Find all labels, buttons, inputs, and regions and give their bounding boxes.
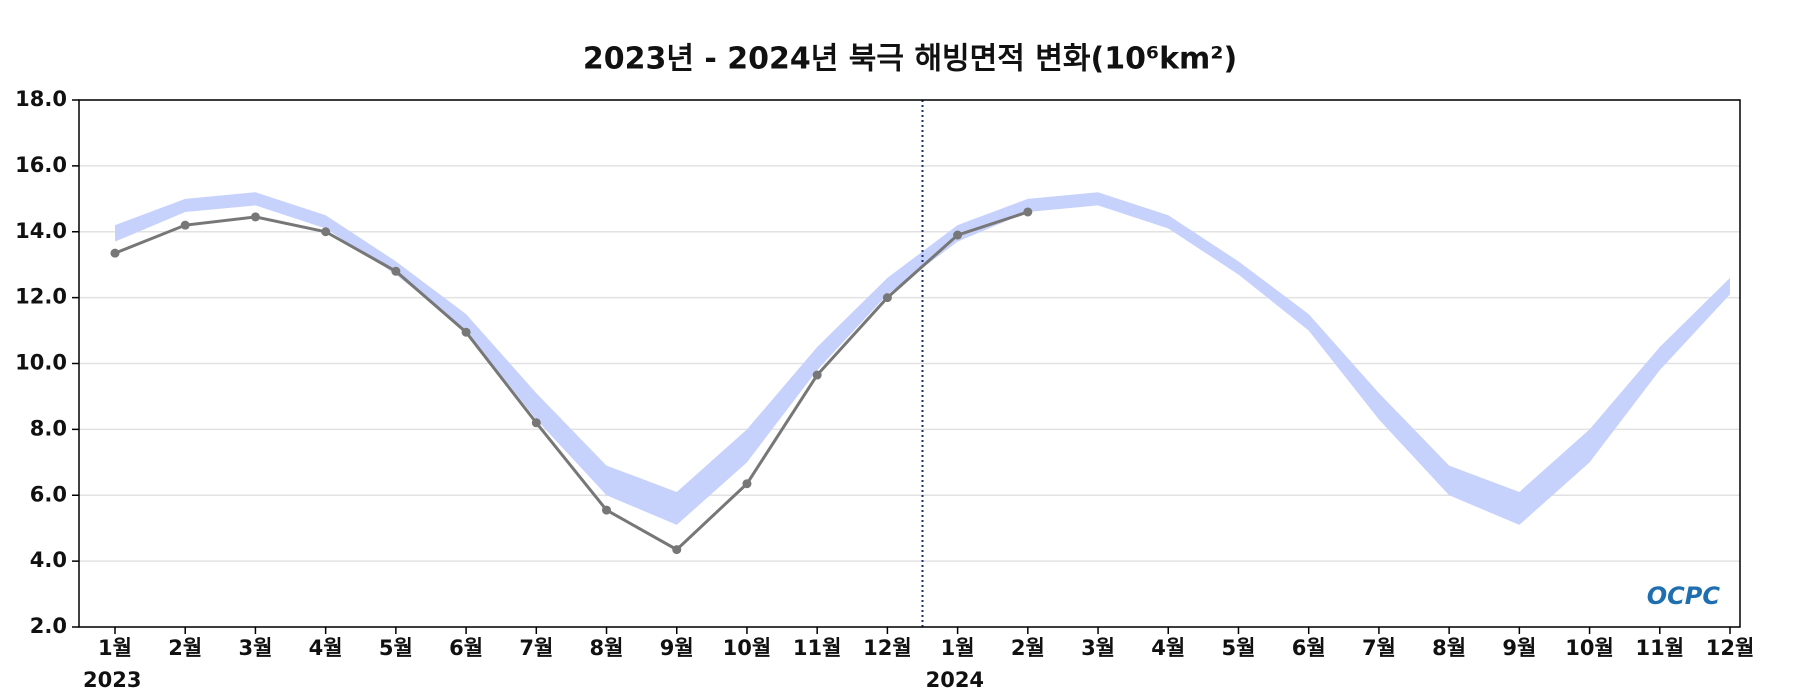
x-tick-label: 5월 — [379, 636, 413, 660]
point — [882, 293, 892, 303]
y-tick-label: 18.0 — [15, 87, 67, 111]
x-tick-label: 3월 — [1081, 636, 1115, 660]
x-tick-label: 6월 — [1292, 636, 1326, 660]
x-tick-label: 9월 — [660, 636, 694, 660]
x-tick-label: 2월 — [168, 636, 202, 660]
x-tick-label: 9월 — [1502, 636, 1536, 660]
x-tick-label: 8월 — [1432, 636, 1466, 660]
logo: OCPC — [1647, 582, 1721, 610]
y-tick-label: 4.0 — [30, 548, 67, 572]
x-tick-label: 10월 — [1565, 636, 1614, 660]
x-tick-label: 6월 — [449, 636, 483, 660]
year-label: 2024 — [926, 668, 984, 692]
point — [391, 266, 401, 276]
y-tick-label: 2.0 — [30, 614, 67, 638]
plot-frame — [78, 99, 1741, 628]
point — [110, 248, 120, 258]
x-tick-label: 11월 — [793, 636, 842, 660]
point — [250, 212, 260, 222]
x-tick-label: 1월 — [98, 636, 132, 660]
chart-title: 2023년 - 2024년 북극 해빙면적 변화(10⁶km²) — [583, 42, 1237, 77]
x-tick-label: 5월 — [1222, 636, 1256, 660]
y-tick-label: 8.0 — [30, 416, 67, 440]
year-label: 2023 — [83, 668, 141, 692]
series-line — [114, 210, 1029, 552]
point — [812, 370, 822, 380]
x-tick-label: 10월 — [723, 636, 772, 660]
normal-range-band — [115, 192, 1730, 525]
point — [1023, 207, 1033, 217]
y-tick-label: 10.0 — [15, 351, 67, 375]
y-tick-label: 16.0 — [15, 153, 67, 177]
y-tick-label: 14.0 — [15, 219, 67, 243]
x-tick-label: 4월 — [1151, 636, 1185, 660]
x-tick-label: 12월 — [863, 636, 912, 660]
x-tick-label: 1월 — [941, 636, 975, 660]
y-tick-label: 12.0 — [15, 285, 67, 309]
point — [461, 327, 471, 337]
point — [742, 479, 752, 489]
point — [953, 230, 963, 240]
x-tick-label: 3월 — [238, 636, 272, 660]
y-tick-label: 6.0 — [30, 482, 67, 506]
point — [180, 220, 190, 230]
x-tick-label: 12월 — [1706, 636, 1755, 660]
x-tick-label: 7월 — [519, 636, 553, 660]
x-tick-label: 7월 — [1362, 636, 1396, 660]
x-tick-label: 2월 — [1011, 636, 1045, 660]
point — [321, 227, 331, 237]
x-tick-label: 4월 — [309, 636, 343, 660]
x-tick-label: 8월 — [590, 636, 624, 660]
point — [672, 545, 682, 555]
point — [531, 418, 541, 428]
x-tick-label: 11월 — [1636, 636, 1685, 660]
point — [602, 505, 612, 515]
